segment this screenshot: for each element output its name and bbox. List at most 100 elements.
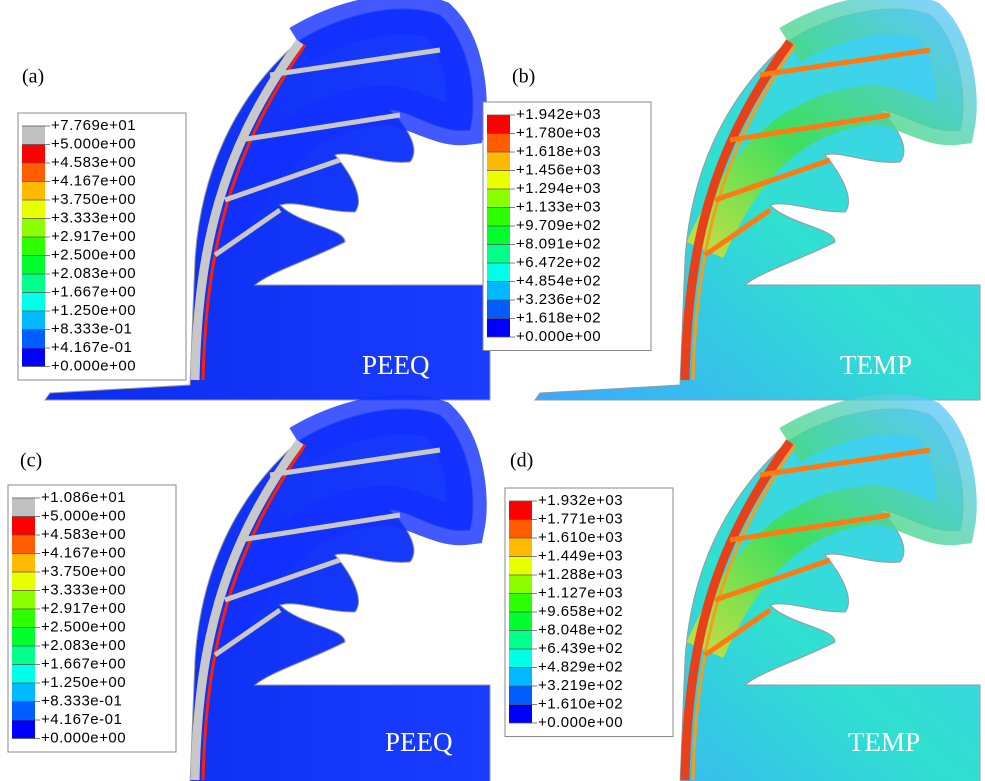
- legend-label: +4.854e+02: [516, 272, 601, 289]
- legend-band: [12, 498, 35, 517]
- legend-band: [509, 631, 532, 650]
- panel-label: (a): [22, 66, 44, 88]
- legend-label: +2.083e+00: [41, 637, 126, 654]
- legend-label: +4.167e+00: [41, 544, 126, 561]
- legend-label: +8.333e-01: [41, 692, 122, 709]
- legend-label: +3.750e+00: [51, 191, 136, 208]
- legend-label: +1.780e+03: [516, 124, 601, 141]
- legend-label: +1.667e+00: [41, 655, 126, 672]
- legend-label: +8.048e+02: [538, 621, 623, 638]
- legend-band: [22, 145, 45, 164]
- legend-label: +1.086e+01: [41, 489, 126, 506]
- legend-band: [487, 152, 510, 171]
- legend-band: [509, 686, 532, 705]
- legend-band: [509, 649, 532, 668]
- legend-label: +0.000e+00: [516, 328, 601, 345]
- legend-label: +4.167e-01: [51, 339, 132, 356]
- field-name: TEMP: [848, 727, 920, 757]
- legend-band: [12, 609, 35, 628]
- legend-label: +3.333e+00: [51, 209, 136, 226]
- legend-band: [12, 646, 35, 665]
- legend-label: +4.583e+00: [51, 154, 136, 171]
- panel-label: (d): [510, 450, 533, 472]
- legend-band: [22, 182, 45, 201]
- panel: (c)PEEQ+1.086e+01+5.000e+00+4.583e+00+4.…: [8, 409, 490, 781]
- legend-label: +2.917e+00: [51, 228, 136, 245]
- legend-band: [509, 612, 532, 631]
- legend-label: +0.000e+00: [538, 714, 623, 731]
- legend-band: [487, 171, 510, 190]
- legend-band: [12, 628, 35, 647]
- legend-band: [509, 538, 532, 557]
- legend-label: +1.610e+02: [538, 695, 623, 712]
- legend-label: +2.917e+00: [41, 600, 126, 617]
- legend-band: [487, 245, 510, 264]
- legend-band: [509, 501, 532, 520]
- legend-band: [22, 348, 45, 367]
- panel: (a)PEEQ+7.769e+01+5.000e+00+4.583e+00+4.…: [18, 9, 490, 400]
- legend-label: +0.000e+00: [51, 357, 136, 374]
- legend-band: [22, 163, 45, 182]
- legend-label: +5.000e+00: [51, 135, 136, 152]
- legend-label: +1.932e+03: [538, 492, 623, 509]
- legend-label: +6.472e+02: [516, 254, 601, 271]
- legend-band: [22, 219, 45, 238]
- legend-label: +4.167e+00: [51, 172, 136, 189]
- field-name: TEMP: [840, 350, 912, 380]
- legend-band: [12, 683, 35, 702]
- panel: (d)TEMP+1.932e+03+1.771e+03+1.610e+03+1.…: [505, 409, 980, 781]
- legend-label: +1.250e+00: [51, 302, 136, 319]
- legend-label: +1.618e+02: [516, 309, 601, 326]
- legend-band: [487, 226, 510, 245]
- legend-label: +1.771e+03: [538, 510, 623, 527]
- legend-label: +1.618e+03: [516, 143, 601, 160]
- legend-band: [487, 115, 510, 134]
- legend-band: [509, 705, 532, 724]
- legend-label: +9.658e+02: [538, 603, 623, 620]
- legend-band: [22, 237, 45, 256]
- legend-label: +1.449e+03: [538, 547, 623, 564]
- legend-band: [487, 189, 510, 208]
- legend-band: [509, 668, 532, 687]
- legend-label: +1.294e+03: [516, 180, 601, 197]
- legend-label: +3.750e+00: [41, 563, 126, 580]
- legend-label: +1.456e+03: [516, 161, 601, 178]
- legend-band: [487, 134, 510, 153]
- legend-label: +2.500e+00: [51, 246, 136, 263]
- legend-band: [509, 557, 532, 576]
- legend-label: +4.167e-01: [41, 711, 122, 728]
- legend-band: [487, 208, 510, 227]
- legend-label: +1.288e+03: [538, 566, 623, 583]
- legend-band: [509, 594, 532, 613]
- legend-band: [12, 702, 35, 721]
- field-name: PEEQ: [385, 727, 453, 757]
- legend-label: +1.250e+00: [41, 674, 126, 691]
- legend-band: [12, 517, 35, 536]
- legend-band: [22, 293, 45, 312]
- legend-label: +7.769e+01: [51, 117, 136, 134]
- legend-label: +1.667e+00: [51, 283, 136, 300]
- legend-band: [509, 575, 532, 594]
- legend-label: +3.236e+02: [516, 291, 601, 308]
- legend-label: +8.333e-01: [51, 320, 132, 337]
- legend-label: +1.133e+03: [516, 198, 601, 215]
- legend-label: +9.709e+02: [516, 217, 601, 234]
- legend-band: [487, 300, 510, 319]
- legend-label: +1.127e+03: [538, 584, 623, 601]
- panel-label: (c): [20, 450, 42, 472]
- legend-band: [12, 535, 35, 554]
- legend-label: +2.083e+00: [51, 265, 136, 282]
- legend-band: [12, 665, 35, 684]
- legend-label: +1.610e+03: [538, 529, 623, 546]
- legend-label: +2.500e+00: [41, 618, 126, 635]
- legend-label: +0.000e+00: [41, 729, 126, 746]
- legend-label: +8.091e+02: [516, 235, 601, 252]
- legend-band: [487, 282, 510, 301]
- legend-label: +3.333e+00: [41, 581, 126, 598]
- legend-label: +3.219e+02: [538, 677, 623, 694]
- figure: (a)PEEQ+7.769e+01+5.000e+00+4.583e+00+4.…: [0, 0, 985, 781]
- legend-band: [22, 256, 45, 275]
- legend-band: [22, 126, 45, 145]
- legend-band: [22, 200, 45, 219]
- legend-band: [12, 572, 35, 591]
